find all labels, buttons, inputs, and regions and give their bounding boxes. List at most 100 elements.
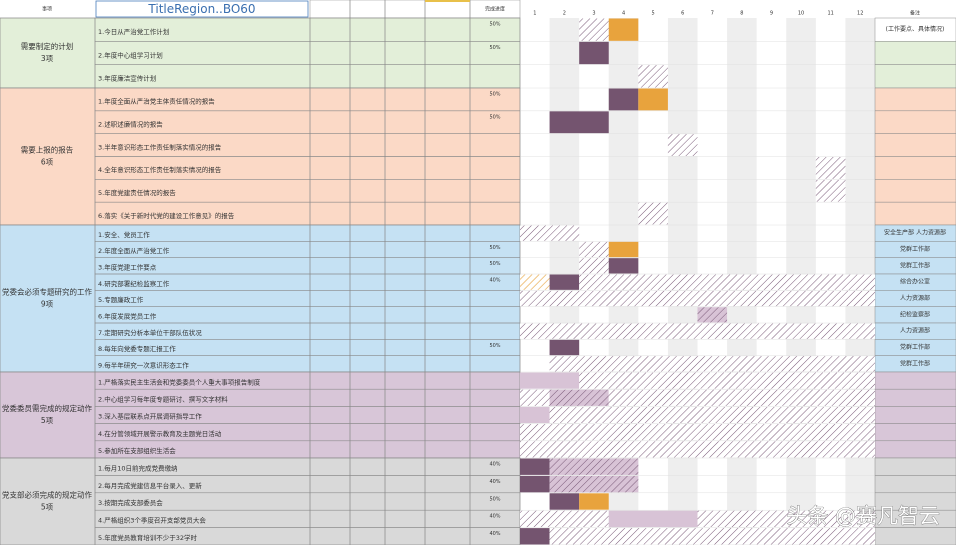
gantt-bar — [815, 179, 846, 202]
progress: 50% — [489, 343, 500, 349]
group-count: 5项 — [41, 503, 54, 512]
gantt-bar — [520, 323, 875, 339]
title-box — [95, 0, 309, 18]
item-text: 4.严格组织3个季度召开支部党员大会 — [98, 516, 206, 525]
progress: 50% — [489, 92, 500, 98]
month-label: 5 — [652, 11, 655, 17]
gantt-bar — [520, 372, 580, 389]
item-text: 3.年度党建工作要点 — [98, 262, 157, 271]
group-name: 需要制定的计划 — [21, 41, 74, 51]
item-text: 4.全年意识形态工作责任制落实情况的报告 — [98, 165, 222, 174]
header-notes: 备注 — [910, 10, 920, 17]
group-name: 党支部必须完成的规定动作 — [2, 490, 92, 500]
gantt-bar — [520, 528, 550, 545]
gantt-bar — [667, 134, 698, 156]
gantt-bar — [608, 241, 639, 258]
watermark: 头条 @赛凡智云 — [786, 504, 940, 528]
item-text: 5.专题廉政工作 — [98, 295, 144, 304]
item-text: 4.研究部署纪检监察工作 — [98, 279, 170, 288]
note: 党群工作部 — [900, 359, 930, 367]
gantt-bar — [549, 406, 875, 424]
gantt-bar — [520, 406, 550, 424]
group-name: 党委委员需完成的规定动作 — [2, 403, 92, 413]
note-cell — [874, 156, 956, 180]
note-cell — [874, 457, 956, 476]
item-text: 3.年度廉洁宣传计划 — [98, 74, 156, 83]
note-cell — [874, 179, 956, 203]
gantt-bar — [520, 225, 580, 241]
month-label: 1 — [533, 11, 536, 17]
note: 党群工作部 — [900, 343, 930, 351]
gantt-bar — [520, 424, 875, 441]
gantt-bar — [549, 274, 580, 290]
note: (工作要点、具体情况) — [886, 25, 945, 33]
item-text: 1.每月10日前完成党费缴纳 — [98, 463, 177, 472]
note: 人力资源部 — [900, 327, 930, 335]
gantt-bar — [520, 475, 550, 493]
note-cell — [874, 64, 956, 89]
note-cell — [874, 133, 956, 157]
gantt-bar — [549, 528, 875, 545]
item-text: 5.参加所在支部组织生活会 — [98, 446, 176, 455]
note-cell — [874, 527, 956, 545]
group-count: 5项 — [41, 416, 54, 425]
group-count: 3项 — [41, 54, 54, 63]
progress: 50% — [489, 114, 500, 120]
group-name: 党委会必须专题研究的工作 — [2, 287, 92, 297]
month-label: 3 — [592, 11, 595, 17]
progress: 40% — [489, 514, 500, 520]
header-accent — [425, 0, 470, 2]
item-text: 2.述职述廉情况的报告 — [98, 120, 163, 129]
gantt-bar — [520, 290, 875, 307]
item-text: 2.年度中心组学习计划 — [98, 50, 163, 59]
note: 综合办公室 — [900, 278, 930, 286]
note-cell — [874, 440, 956, 459]
progress: 50% — [489, 22, 500, 28]
item-text: 6.年度发展党员工作 — [98, 311, 157, 320]
header-item: 事项 — [42, 6, 52, 13]
item-text: 9.每半年研究一次意识形态工作 — [98, 360, 189, 369]
item-text: 1.严格落实民主生活会和党委委员个人重大事项报告制度 — [98, 377, 261, 386]
note-cell — [874, 371, 956, 390]
item-text: 3.深入基层联系点开展调研指导工作 — [98, 412, 202, 421]
month-label: 6 — [681, 11, 684, 17]
note-cell — [874, 406, 956, 424]
gantt-bar — [579, 241, 609, 258]
gantt-bar — [608, 389, 875, 406]
group-bg — [0, 17, 521, 89]
gantt-bar — [549, 111, 609, 134]
item-text: 5.年度党员教育培训不少于32学时 — [98, 533, 197, 542]
note-cell — [874, 201, 956, 226]
gantt-bar — [520, 510, 609, 528]
month-label: 2 — [563, 11, 566, 17]
gantt-bar — [520, 389, 550, 406]
title: TitleRegion..BO60 — [147, 2, 255, 16]
gantt-bar — [697, 307, 728, 323]
progress: 40% — [489, 462, 500, 468]
gantt-bar — [549, 475, 639, 493]
item-text: 5.年度党建责任情况的报告 — [98, 188, 176, 197]
item-text: 2.年度全面从严治党工作 — [98, 246, 170, 255]
progress: 40% — [489, 531, 500, 537]
progress: 50% — [489, 496, 500, 502]
gantt-bar — [608, 18, 639, 41]
month-label: 11 — [827, 11, 833, 17]
month-label: 8 — [740, 11, 743, 17]
gantt-bar — [638, 202, 668, 225]
item-text: 6.落实《关于新时代党的建设工作意见》的报告 — [98, 211, 235, 220]
item-text: 2.每月完成党建信息平台录入、更新 — [98, 481, 202, 490]
group-bg — [0, 371, 521, 459]
gantt-bar — [579, 493, 609, 510]
group-bg — [0, 224, 521, 373]
item-text: 1.年度全面从严治党主体责任情况的报告 — [98, 97, 215, 106]
month-label: 12 — [857, 11, 863, 17]
gantt-bar — [579, 258, 609, 274]
gantt-bar — [579, 372, 875, 389]
gantt-bar — [608, 258, 639, 274]
gantt-bar — [549, 389, 609, 406]
gantt-bar — [520, 441, 875, 458]
month-label: 7 — [711, 11, 714, 17]
group-bg — [0, 457, 521, 545]
gantt-bar — [579, 18, 609, 41]
month-label: 4 — [622, 11, 625, 17]
